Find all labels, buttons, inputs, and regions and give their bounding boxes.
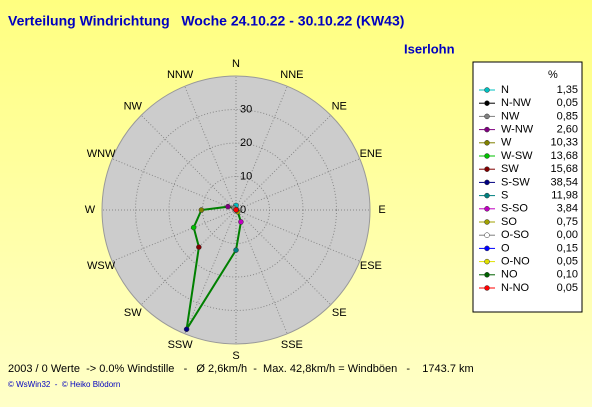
grid-spoke [235,209,360,262]
legend-marker [484,100,490,106]
legend-marker [484,245,490,252]
legend-value: 10,33 [550,137,578,149]
legend-marker [484,179,490,186]
legend-name: S-SW [501,176,530,188]
legend-name: NO [501,269,518,281]
direction-label: NNW [167,69,194,81]
legend-value: 0,00 [557,229,578,241]
grid-spoke [140,114,237,211]
legend-name: W-NW [501,124,534,136]
wind-point [233,247,239,253]
legend-value: 0,15 [557,242,578,254]
r-tick-label: 0 [240,204,246,216]
direction-label: NNE [280,69,303,81]
grid-spoke [184,209,237,334]
legend-value: 0,05 [557,282,578,294]
footer: 2003 / 0 Werte -> 0.0% Windstille - Ø 2,… [8,363,474,375]
direction-label: W [85,204,96,216]
legend-name: S-SO [501,203,528,215]
wind-point [225,203,231,210]
copyright: © WsWin32 - © Heiko Blödorn [8,380,120,389]
direction-label: SW [124,307,142,319]
legend-marker [484,258,490,265]
legend-name: N-NW [501,97,532,109]
direction-label: SE [332,307,347,319]
legend-value: 3,84 [557,203,578,215]
chart-title: Verteilung Windrichtung Woche 24.10.22 -… [8,13,404,29]
legend-name: O-NO [501,256,530,268]
legend-value: 1,35 [557,84,578,96]
legend-marker [484,206,490,212]
subtitle: Iserlohn [404,41,455,56]
legend-marker [484,272,490,278]
legend-value: 0,75 [557,216,578,228]
legend-name: W-SW [501,150,533,162]
legend-value: 0,10 [557,269,578,281]
direction-label: NW [124,101,143,113]
grid-spoke [235,86,288,211]
direction-label: WSW [87,260,116,272]
legend-marker [484,285,490,291]
direction-label: SSE [281,339,303,351]
legend-marker [484,153,490,159]
r-tick-label: 10 [240,170,252,182]
legend-marker [484,87,490,93]
wind-point [233,207,239,213]
wind-point [183,326,190,333]
legend-name: NW [501,110,520,122]
direction-label: ENE [360,148,383,160]
legend-marker [484,166,490,172]
legend-value: 15,68 [550,163,578,175]
wind-point [190,224,197,231]
legend-value: 0,85 [557,110,578,122]
legend-name: S [501,190,508,202]
grid-spoke [235,158,360,211]
wind-point [238,219,244,225]
legend-marker [484,192,490,199]
legend-marker [484,113,490,120]
legend-marker [484,126,490,133]
r-tick-label: 20 [240,137,252,149]
direction-label: S [232,350,239,362]
legend-name: O-SO [501,229,530,241]
wind-point [198,207,205,213]
grid-spoke [235,209,288,334]
legend-value: 0,05 [557,256,578,268]
legend-marker [484,232,490,238]
grid-spoke [184,86,237,211]
legend-name: W [501,137,512,149]
r-tick-label: 30 [240,103,252,115]
grid-ring [135,109,337,311]
legend-marker [484,140,490,146]
direction-label: N [232,58,240,70]
direction-label: NE [332,101,347,113]
legend-value: 0,05 [557,97,578,109]
grid-spoke [235,209,332,306]
legend-header: % [548,69,558,81]
direction-label: ESE [360,260,382,272]
direction-label: E [378,204,385,216]
legend-value: 13,68 [550,150,578,162]
direction-label: SSW [168,339,194,351]
legend-name: SO [501,216,517,228]
grid-spoke [140,209,237,306]
direction-label: WNW [87,148,116,160]
legend-marker [484,219,490,225]
grid-spoke [112,209,237,262]
legend-name: N [501,84,509,96]
grid-spoke [235,114,332,211]
legend-name: N-NO [501,282,530,294]
legend-name: O [501,242,510,254]
grid-spoke [112,158,237,211]
legend-value: 11,98 [551,190,578,202]
legend-name: SW [501,163,519,175]
wind-point [196,244,202,250]
legend-value: 38,54 [550,176,578,188]
legend-value: 2,60 [557,124,578,136]
